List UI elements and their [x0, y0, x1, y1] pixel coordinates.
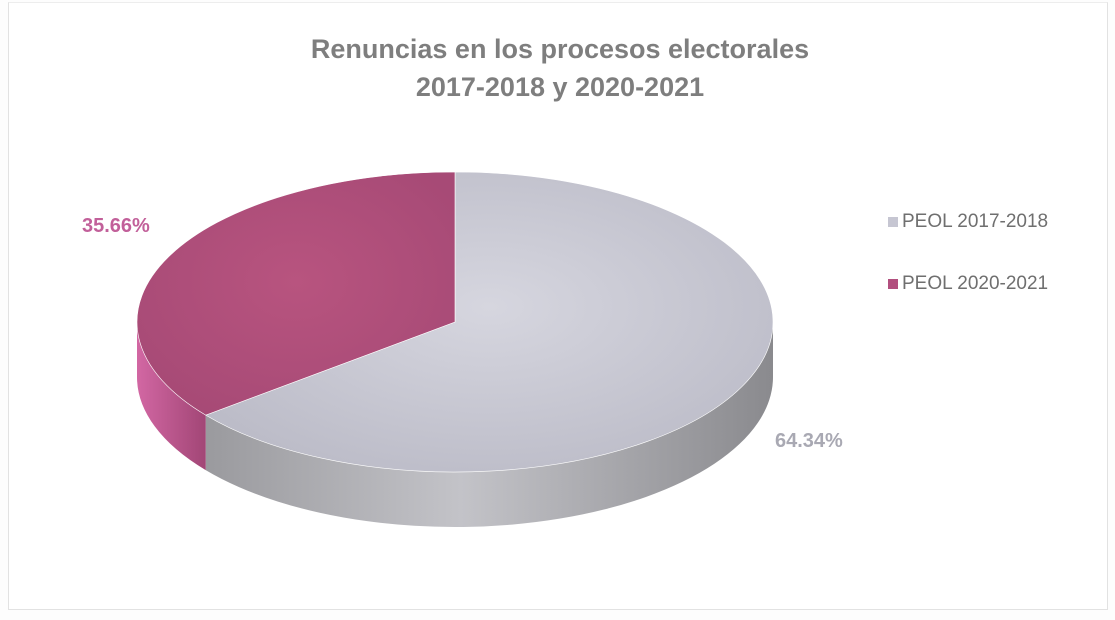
legend-item-peol-2020-2021[interactable]: PEOL 2020-2021: [888, 272, 1048, 296]
legend-label: PEOL 2017-2018: [902, 211, 1049, 232]
pie-slice-2[interactable]: [136, 171, 456, 416]
data-label-1: 64.34%: [775, 430, 843, 452]
legend-swatch-icon: [888, 279, 898, 289]
chart-title: Renuncias en los procesos electorales 20…: [250, 30, 870, 106]
pie-slice-1[interactable]: [205, 171, 774, 473]
data-label-2: 35.66%: [82, 215, 150, 237]
pie-side-2: [137, 322, 206, 471]
chart-title-line-1: Renuncias en los procesos electorales: [310, 34, 810, 64]
legend-swatch-icon: [888, 217, 898, 227]
pie-side-1: [205, 322, 773, 528]
legend-label: PEOL 2020-2021: [902, 273, 1049, 294]
chart-title-line-2: 2017-2018 y 2020-2021: [415, 72, 705, 102]
legend: PEOL 2017-2018 PEOL 2020-2021: [888, 210, 1048, 334]
legend-item-peol-2017-2018[interactable]: PEOL 2017-2018: [888, 210, 1048, 234]
